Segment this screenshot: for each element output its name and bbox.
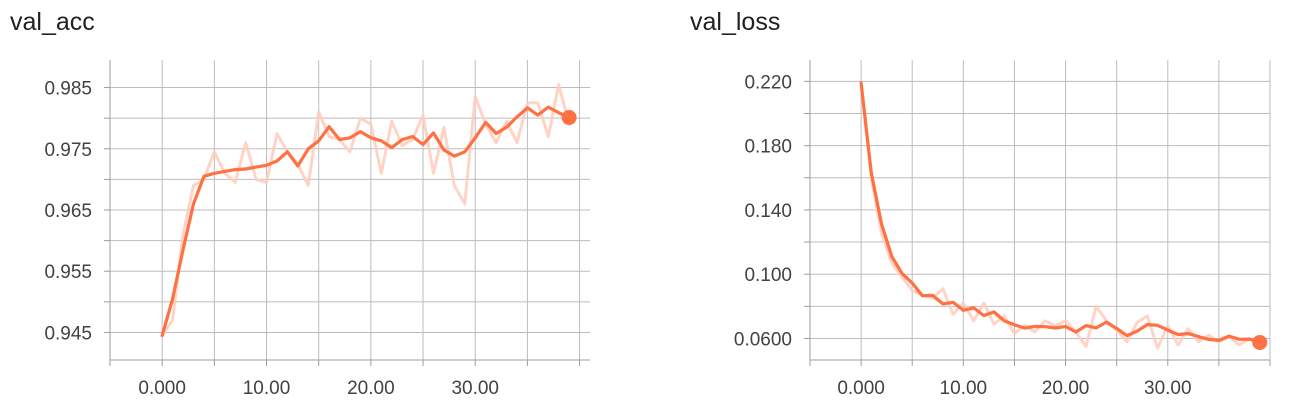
raw-series-line — [859, 81, 1262, 350]
x-tick-label: 20.00 — [1042, 378, 1090, 399]
x-tick-label: 30.00 — [451, 378, 499, 399]
chart-title: val_acc — [10, 8, 95, 36]
x-tick-label: 10.00 — [940, 378, 988, 399]
x-tick-label: 0.000 — [138, 378, 186, 399]
y-tick-label: 0.965 — [44, 201, 92, 222]
y-tick-label: 0.975 — [44, 140, 92, 161]
x-tick-label: 30.00 — [1144, 378, 1192, 399]
x-tick-label: 20.00 — [347, 378, 395, 399]
y-tick-label: 0.100 — [744, 265, 792, 286]
gridlines — [104, 60, 590, 366]
y-tick-label: 0.0600 — [734, 329, 792, 350]
y-tick-label: 0.140 — [744, 201, 792, 222]
val-loss-panel: val_loss 0.0600 0.100 0.140 0.180 0.220 0.000… — [690, 0, 1310, 420]
smoothed-series-line — [160, 105, 571, 338]
x-tick-label: 10.00 — [243, 378, 291, 399]
val-acc-panel: val_acc 0.945 0.955 0.965 0.975 0.985 0.000 10… — [0, 0, 650, 420]
chart-title: val_loss — [690, 8, 781, 36]
last-point-marker — [561, 110, 577, 126]
y-tick-label: 0.955 — [44, 262, 92, 283]
smoothed-series-line — [859, 81, 1262, 345]
y-tick-label: 0.985 — [44, 79, 92, 100]
gridlines — [804, 60, 1271, 366]
val-loss-chart: 0.0600 0.100 0.140 0.180 0.220 0.000 10.00 20.0… — [734, 60, 1271, 399]
y-tick-label: 0.180 — [744, 137, 792, 158]
val-acc-chart: 0.945 0.955 0.965 0.975 0.985 0.000 10.00 20.00… — [44, 60, 590, 399]
y-tick-label: 0.220 — [744, 72, 792, 93]
x-tick-label: 0.000 — [837, 378, 885, 399]
last-point-marker — [1252, 334, 1268, 350]
y-tick-label: 0.945 — [44, 323, 92, 344]
